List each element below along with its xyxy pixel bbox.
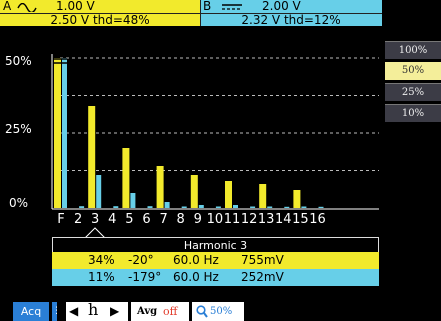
bar-b-15 — [301, 206, 307, 208]
channel-a-label: A — [3, 0, 12, 13]
zoom-25-button[interactable]: 25% — [385, 83, 441, 101]
bar-b-4 — [113, 206, 119, 208]
acq-button[interactable]: Acq — [13, 302, 49, 321]
x-tick-label: 3 — [91, 212, 100, 227]
bar-b-6 — [147, 206, 153, 208]
bar-a-9 — [190, 175, 198, 208]
bar-b-14 — [284, 206, 290, 208]
x-tick-label: 12 — [240, 212, 258, 227]
bar-b-7 — [164, 202, 170, 208]
bar-b-9 — [198, 205, 204, 208]
info-a-percent: 34% — [88, 253, 115, 267]
info-a-amplitude: 755mV — [241, 253, 284, 267]
h-label: h — [88, 300, 99, 319]
x-tick-label: 4 — [108, 212, 117, 227]
bar-a-3 — [88, 106, 96, 208]
harmonic-info-title: Harmonic 3 — [52, 237, 379, 252]
info-b-phase: -179° — [128, 270, 162, 284]
avg-label: Avg — [137, 306, 158, 317]
zoom-button[interactable]: 50% — [192, 302, 244, 321]
avg-toggle[interactable]: Avg off — [131, 302, 189, 321]
x-tick-label: 10 — [206, 212, 224, 227]
bar-b-2 — [79, 206, 85, 208]
x-tick-label: 5 — [125, 212, 134, 227]
arrow-right-icon[interactable]: ▶ — [110, 304, 120, 318]
info-a-frequency: 60.0 Hz — [173, 253, 219, 267]
zoom-100-button[interactable]: 100% — [385, 41, 441, 59]
x-tick-label: 2 — [73, 212, 83, 227]
x-tick-label: 6 — [142, 212, 151, 227]
bar-b-13 — [267, 206, 273, 208]
avg-state: off — [163, 305, 178, 318]
harmonic-info-row-a: 34% -20° 60.0 Hz 755mV — [52, 252, 379, 269]
selected-harmonic-marker — [84, 227, 106, 239]
channel-b-summary: 2.32 V thd=12% — [200, 13, 382, 27]
channel-b-scale: 2.00 V — [262, 0, 301, 13]
x-tick-label: 14 — [275, 212, 292, 227]
harmonic-info-row-b: 11% -179° 60.0 Hz 252mV — [52, 269, 379, 286]
bar-b-16 — [318, 206, 324, 208]
bar-b-11 — [233, 205, 238, 208]
x-tick-label: 13 — [257, 212, 275, 227]
bar-b-F — [62, 58, 67, 208]
info-b-frequency: 60.0 Hz — [173, 270, 219, 284]
harmonics-chart[interactable] — [0, 48, 380, 223]
dc-line-icon — [222, 4, 242, 10]
bar-a-7 — [156, 166, 164, 208]
y-tick-label-25: 25% — [5, 122, 32, 136]
x-tick-label: 9 — [193, 212, 202, 227]
bar-a-5 — [122, 148, 130, 208]
bar-b-5 — [130, 193, 136, 208]
channel-b-header[interactable]: B 2.00 V 2.32 V thd=12% — [200, 0, 382, 27]
bar-b-12 — [250, 206, 256, 208]
x-tick-label: 8 — [176, 212, 185, 227]
bar-a-15 — [293, 190, 301, 208]
x-tick-label: 15 — [292, 212, 309, 227]
bar-a-F — [54, 58, 61, 208]
info-a-phase: -20° — [128, 253, 154, 267]
x-tick-label: 11 — [223, 212, 241, 227]
bar-b-8 — [181, 206, 187, 208]
channel-b-label: B — [203, 0, 212, 13]
ac-sine-icon — [17, 3, 37, 12]
zoom-50-button[interactable]: 50% — [385, 62, 441, 80]
bar-a-13 — [259, 184, 267, 208]
channel-a-header[interactable]: A 1.00 V 2.50 V thd=48% — [0, 0, 200, 27]
bar-b-10 — [215, 206, 221, 208]
bar-b-3 — [96, 175, 102, 208]
harmonic-step-control[interactable]: ◀ h ▶ — [66, 300, 128, 321]
y-tick-label-50: 50% — [5, 54, 32, 68]
x-tick-label: 7 — [159, 212, 168, 227]
info-b-amplitude: 252mV — [241, 270, 284, 284]
magnifier-icon — [196, 305, 208, 318]
bar-a-11 — [225, 181, 232, 208]
channel-a-scale: 1.00 V — [56, 0, 95, 13]
acq-label: Acq — [20, 305, 42, 318]
acq-dots-icon: ⋮ — [52, 302, 61, 321]
arrow-left-icon[interactable]: ◀ — [69, 304, 79, 318]
zoom-level: 50% — [210, 306, 233, 317]
channel-a-summary: 2.50 V thd=48% — [0, 13, 200, 27]
zoom-10-button[interactable]: 10% — [385, 104, 441, 122]
y-tick-label-0: 0% — [9, 196, 29, 210]
x-tick-label: 16 — [309, 212, 326, 227]
x-tick-label: F — [57, 212, 65, 227]
info-b-percent: 11% — [88, 270, 115, 284]
